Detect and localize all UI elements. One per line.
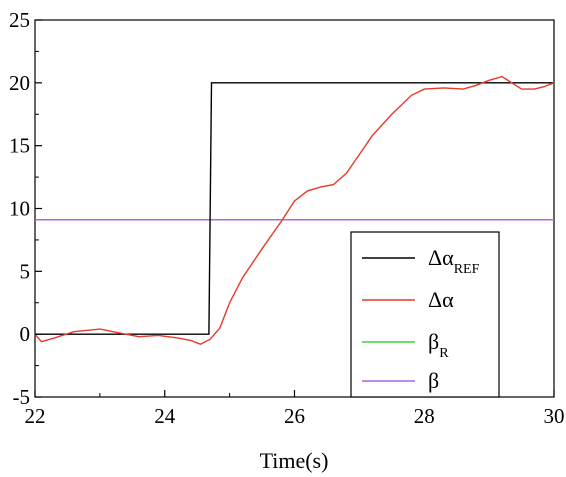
x-axis-title: Time(s): [260, 448, 329, 473]
x-tick-label: 26: [284, 404, 305, 428]
y-tick-label: 15: [9, 134, 30, 158]
legend-label-1: Δα: [428, 287, 454, 312]
y-tick-label: 0: [20, 322, 31, 346]
legend-box: [350, 231, 500, 398]
series-layer: [34, 75, 555, 345]
y-tick-label: 25: [9, 8, 30, 32]
legend-label-3: β: [428, 368, 439, 393]
x-tick-label: 24: [154, 404, 176, 428]
x-tick-label: 28: [414, 404, 435, 428]
series-line-0: [35, 82, 554, 335]
x-tick-label: 30: [544, 404, 565, 428]
y-tick-label: -5: [13, 385, 31, 409]
y-tick-label: 10: [9, 197, 30, 221]
series-line-1: [34, 75, 555, 345]
x-tick-label: 22: [25, 404, 46, 428]
y-tick-label: 20: [9, 71, 30, 95]
y-tick-label: 5: [20, 259, 31, 283]
ticks-layer: 22 24 26 28 30 -5 0 5 10 15 20 25: [9, 8, 565, 428]
